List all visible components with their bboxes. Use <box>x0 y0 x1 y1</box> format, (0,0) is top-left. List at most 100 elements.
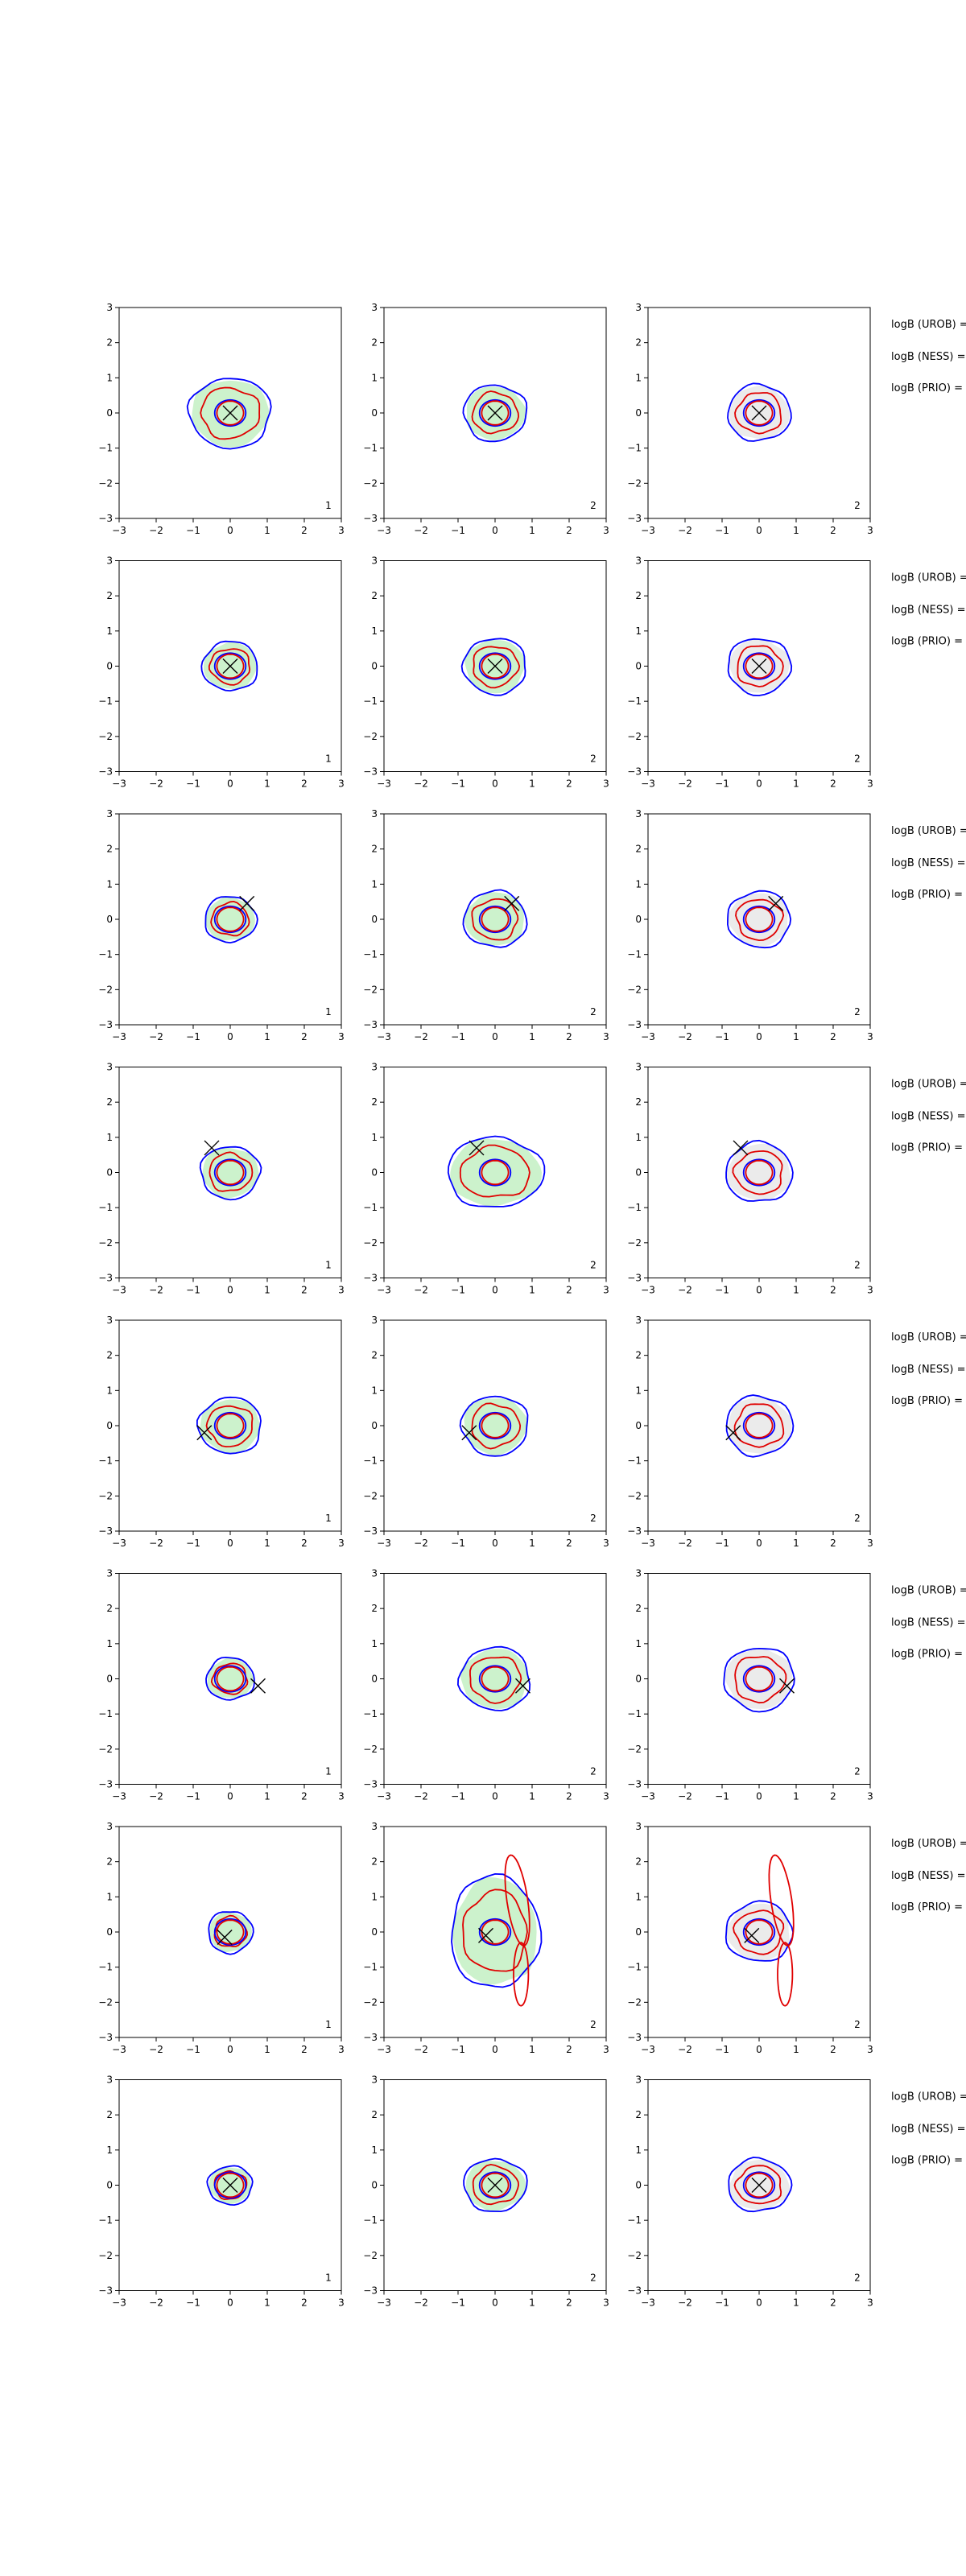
x-tick-label: −2 <box>678 1791 692 1802</box>
panel-plot-area <box>460 638 526 696</box>
panel-plot-area <box>204 895 258 944</box>
true-value-marker <box>222 2178 238 2193</box>
core-blue-contour <box>478 2171 512 2199</box>
side-label-row0-1: logB (NESS) = <box>891 351 965 363</box>
x-tick-label: 3 <box>338 1285 345 1296</box>
panel-r4-c2: −3−3 −2 −2 −1 −1 0 0 1 1 2 2 3 3 2 <box>627 1315 873 1549</box>
x-tick-label: −1 <box>715 1791 729 1802</box>
x-tick-label: 3 <box>867 1031 873 1042</box>
x-tick-label: −1 <box>186 2297 200 2309</box>
outer-contour <box>463 2157 528 2213</box>
x-tick-label: 2 <box>830 1791 836 1802</box>
y-tick-label: 1 <box>371 1132 378 1143</box>
panel-r5-c1: −3−3 −2 −2 −1 −1 0 0 1 1 2 2 3 3 2 <box>363 1568 609 1802</box>
core-red-contour <box>745 653 774 679</box>
inner-red-contour <box>462 1889 528 1972</box>
x-tick-label: 2 <box>301 1791 308 1802</box>
x-tick-label: 3 <box>867 1791 873 1802</box>
x-tick-label: −3 <box>377 1031 391 1042</box>
y-tick-label: −1 <box>627 1962 642 1973</box>
y-tick-label: 0 <box>106 661 113 672</box>
panel-index-label: 1 <box>325 1006 332 1018</box>
x-tick-label: 1 <box>793 1031 799 1042</box>
inner-red-contour <box>472 2163 520 2206</box>
density-tail-shade <box>497 1889 534 1975</box>
y-tick-label: −1 <box>98 2215 113 2226</box>
panel-plot-area <box>463 2157 528 2213</box>
outer-contour <box>205 1656 255 1701</box>
x-tick-label: 3 <box>603 778 609 790</box>
outer-contour <box>725 1139 794 1202</box>
outer-contour <box>727 638 793 696</box>
side-label-row4-2: logB (PRIO) = <box>891 1395 963 1407</box>
y-tick-label: 2 <box>106 1856 113 1868</box>
outer-contour <box>199 1146 262 1201</box>
side-label-row3-2: logB (PRIO) = <box>891 1142 963 1154</box>
core-red-contour <box>216 1413 245 1439</box>
y-tick-label: −2 <box>363 477 378 489</box>
tail-red-contour-lower <box>777 1942 794 2007</box>
y-tick-label: 3 <box>371 1315 378 1326</box>
x-tick-label: 1 <box>529 1031 535 1042</box>
panel-plot-area <box>462 384 528 443</box>
panel-plot-area <box>451 1854 543 2007</box>
y-tick-label: 0 <box>371 1167 378 1179</box>
y-tick-label: 0 <box>106 1420 113 1431</box>
y-tick-label: 0 <box>371 2180 378 2191</box>
y-tick-label: 0 <box>371 1674 378 1685</box>
x-tick-label: −1 <box>186 1538 200 1549</box>
y-tick-label: −3 <box>627 1019 642 1030</box>
y-tick-label: 1 <box>371 878 378 890</box>
y-tick-label: 0 <box>635 1674 642 1685</box>
core-blue-contour <box>742 1158 776 1187</box>
x-tick-label: 3 <box>338 525 345 536</box>
panel-r2-c0: −3−3 −2 −2 −1 −1 0 0 1 1 2 2 3 3 1 <box>98 808 345 1042</box>
outer-contour <box>728 2157 793 2213</box>
core-blue-contour <box>478 1411 512 1440</box>
x-tick-label: −1 <box>715 1285 729 1296</box>
side-label-row6-2: logB (PRIO) = <box>891 1901 963 1913</box>
y-tick-label: 1 <box>371 1638 378 1649</box>
panel-index-label: 2 <box>854 1766 861 1777</box>
y-tick-label: −2 <box>627 2250 642 2261</box>
x-tick-label: −2 <box>414 2297 428 2309</box>
y-tick-label: 1 <box>635 878 642 890</box>
y-tick-label: 3 <box>635 1821 642 1832</box>
y-tick-label: −3 <box>98 2285 113 2297</box>
y-tick-label: −3 <box>363 2285 378 2297</box>
y-tick-label: −3 <box>627 2285 642 2297</box>
outer-contour <box>727 382 792 442</box>
y-tick-label: 1 <box>106 1638 113 1649</box>
outer-contour <box>200 640 258 692</box>
y-tick-label: −3 <box>363 1779 378 1790</box>
y-tick-label: 3 <box>635 1568 642 1579</box>
panel-r3-c2: −3−3 −2 −2 −1 −1 0 0 1 1 2 2 3 3 2 <box>627 1062 873 1296</box>
true-value-marker <box>222 405 238 421</box>
x-tick-label: 0 <box>227 778 233 790</box>
x-tick-label: 3 <box>338 2044 345 2055</box>
core-red-contour <box>216 1159 245 1186</box>
y-tick-label: 2 <box>106 844 113 855</box>
y-tick-label: 3 <box>371 302 378 313</box>
side-label-row2-1: logB (NESS) = <box>891 857 965 869</box>
y-tick-label: −2 <box>98 2250 113 2261</box>
inner-red-contour <box>210 1662 249 1695</box>
x-tick-label: 3 <box>603 1285 609 1296</box>
x-tick-label: 0 <box>492 1031 498 1042</box>
y-tick-label: −2 <box>363 1744 378 1755</box>
x-tick-label: −2 <box>678 1285 692 1296</box>
x-tick-label: 2 <box>830 778 836 790</box>
y-tick-label: −3 <box>98 1273 113 1284</box>
panel-r5-c0: −3−3 −2 −2 −1 −1 0 0 1 1 2 2 3 3 1 <box>98 1568 345 1802</box>
panel-r0-c0: −3−3 −2 −2 −1 −1 0 0 1 1 2 2 3 3 1 <box>98 302 345 536</box>
y-tick-label: 3 <box>106 808 113 819</box>
y-tick-label: 0 <box>635 914 642 925</box>
panel-index-label: 2 <box>854 753 861 765</box>
x-tick-label: −3 <box>377 778 391 790</box>
outer-contour <box>447 1135 546 1208</box>
x-tick-label: 0 <box>756 2297 762 2309</box>
y-tick-label: 1 <box>371 1891 378 1902</box>
y-tick-label: −3 <box>363 766 378 778</box>
x-tick-label: 3 <box>603 1791 609 1802</box>
x-tick-label: 0 <box>756 1538 762 1549</box>
